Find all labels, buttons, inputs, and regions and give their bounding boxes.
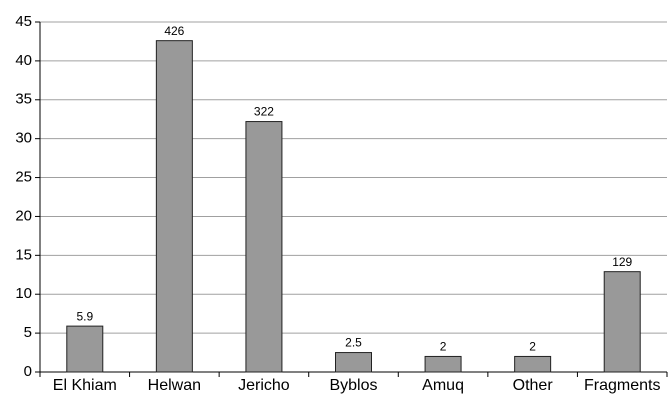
- bar: [424, 355, 462, 373]
- y-tick-label: 25: [15, 169, 32, 186]
- value-label: 2: [529, 340, 536, 354]
- x-tick-label: El Khiam: [53, 377, 117, 394]
- y-tick-label: 15: [15, 246, 32, 263]
- x-tick-label: Jericho: [238, 377, 290, 394]
- bar: [603, 271, 641, 373]
- x-tick-label: Byblos: [329, 377, 377, 394]
- bar: [66, 325, 104, 373]
- x-tick-label: Helwan: [148, 377, 201, 394]
- value-label: 2.5: [345, 336, 362, 350]
- y-tick-label: 5: [24, 324, 32, 341]
- y-tick-label: 10: [15, 285, 32, 302]
- value-label: 5.9: [76, 309, 93, 323]
- value-label: 426: [164, 24, 184, 38]
- x-tick-label: Fragments: [584, 377, 660, 394]
- y-tick-label: 20: [15, 207, 32, 224]
- y-tick-label: 40: [15, 52, 32, 69]
- bar: [514, 355, 552, 373]
- bar: [245, 121, 283, 373]
- y-tick-label: 30: [15, 130, 32, 147]
- x-tick-label: Other: [513, 377, 554, 394]
- y-tick-label: 0: [24, 363, 32, 380]
- value-label: 2: [440, 340, 447, 354]
- value-label: 322: [254, 105, 274, 119]
- bar: [155, 40, 193, 373]
- y-tick-label: 45: [15, 13, 32, 30]
- value-label: 129: [612, 255, 632, 269]
- bar: [335, 352, 372, 373]
- x-tick-label: Amuq: [422, 377, 464, 394]
- y-tick-label: 35: [15, 91, 32, 108]
